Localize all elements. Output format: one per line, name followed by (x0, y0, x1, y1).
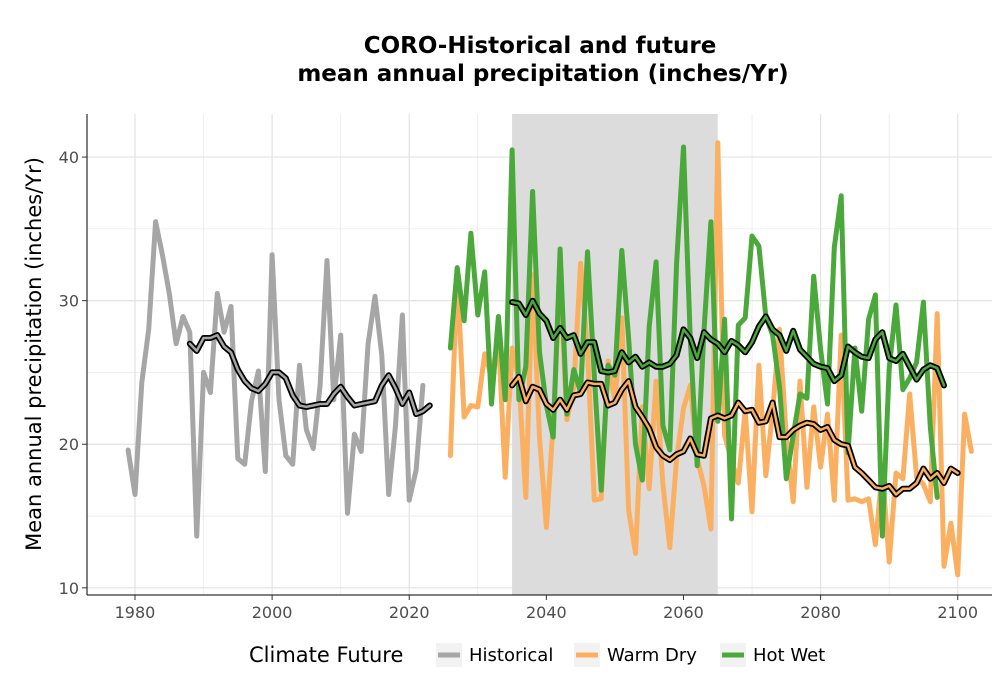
x-tick-label: 2080 (800, 603, 841, 622)
y-tick-label: 10 (59, 579, 79, 598)
y-tick-label: 20 (59, 435, 79, 454)
y-tick-label: 30 (59, 292, 79, 311)
x-tick-label: 2040 (526, 603, 567, 622)
chart-title-line1: CORO-Historical and future (364, 33, 717, 59)
smoothed-line-1 (188, 333, 432, 416)
legend-label: Warm Dry (607, 645, 697, 666)
series-line-hot-wet (447, 144, 940, 539)
x-tick-label: 2020 (389, 603, 430, 622)
y-axis-title: Mean annual precipitation (inches/Yr) (22, 157, 46, 551)
chart-title-line2: mean annual precipitation (inches/Yr) (297, 61, 788, 87)
legend-title: Climate Future (249, 643, 403, 667)
x-tick-label: 2060 (663, 603, 704, 622)
plot-area: 1980 2000 2020 2040 2060 2080 2100 10 20 30 40 (59, 114, 992, 622)
legend: Climate Future Historical Warm Dry Hot Wet (249, 643, 825, 667)
series-line-historical (125, 219, 426, 539)
x-tick-label: 2000 (252, 603, 293, 622)
x-tick-label: 1980 (115, 603, 156, 622)
legend-label: Hot Wet (753, 645, 825, 666)
y-tick-label: 40 (59, 148, 79, 167)
smoothed-line-2 (510, 375, 959, 496)
smoothed-line-3 (510, 299, 946, 387)
x-tick-label: 2100 (937, 603, 978, 622)
legend-label: Historical (469, 645, 553, 666)
